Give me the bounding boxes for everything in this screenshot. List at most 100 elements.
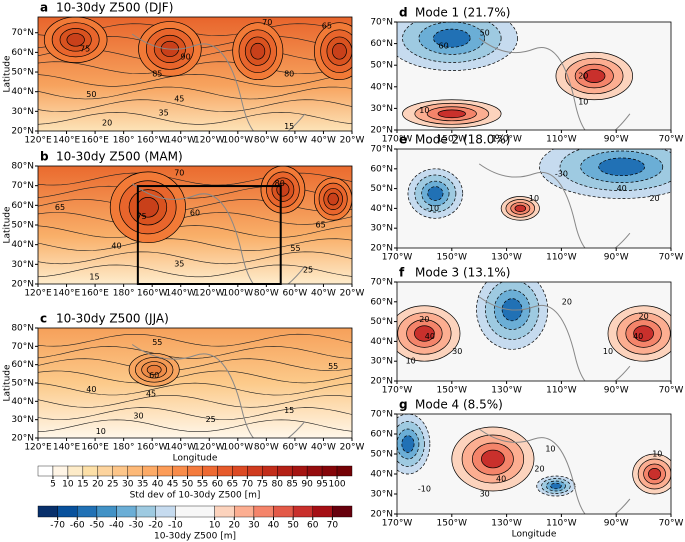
x-tick-label: 120°E xyxy=(24,443,52,453)
contour-label: 50 xyxy=(86,90,96,99)
colorbar-box xyxy=(336,465,353,477)
colorbar-label: Std dev of 10-30dy Z500 [m] xyxy=(130,491,261,501)
x-tick-label: 160°E xyxy=(81,136,109,146)
x-tick-label: 120°E xyxy=(24,289,52,299)
x-tick-label: 130°W xyxy=(491,386,522,396)
panel-letter: c xyxy=(40,312,47,326)
colorbar-box xyxy=(135,505,156,518)
panel-title: 10-30dy Z500 (JJA) xyxy=(56,312,169,326)
contour-label: 40 xyxy=(617,184,627,193)
colorbar-tick-label: 5 xyxy=(50,480,56,490)
y-tick-label: 30°N xyxy=(370,224,393,234)
coastline xyxy=(478,296,631,381)
colorbar-box xyxy=(253,505,274,518)
y-tick-label: 40°N xyxy=(370,204,393,214)
colorbar-box xyxy=(67,465,84,477)
panel-frame xyxy=(396,21,672,131)
colorbar-tick-label: 100 xyxy=(328,480,345,490)
x-tick-label: 80°W xyxy=(254,443,279,453)
contour-line xyxy=(38,358,352,372)
x-tick-label: 150°W xyxy=(437,135,468,145)
x-tick-label: 180° xyxy=(113,136,135,146)
contour-label: 50 xyxy=(480,28,490,37)
colorbar-box xyxy=(321,465,338,477)
x-tick-label: 70°W xyxy=(659,386,684,396)
y-tick-label: 60°N xyxy=(370,39,393,49)
contour-label: 10 xyxy=(96,427,106,436)
y-tick-label: 40°N xyxy=(11,240,34,250)
x-tick-label: 90°W xyxy=(604,386,629,396)
x-tick-label: 90°W xyxy=(604,135,629,145)
x-tick-label: 150°W xyxy=(437,386,468,396)
panel-title: Mode 2 (18.0%) xyxy=(415,133,510,147)
x-tick-label: 70°W xyxy=(659,135,684,145)
colorbar-tick-label: 35 xyxy=(137,480,148,490)
contour-label: 40 xyxy=(633,332,643,341)
contour-label: 30 xyxy=(452,347,462,356)
colorbar-tick-label: 20 xyxy=(92,480,104,490)
colorbar-box xyxy=(77,505,98,518)
contour-line xyxy=(38,199,352,212)
contour-line xyxy=(38,407,352,420)
contour-label: 75 xyxy=(80,44,90,53)
map-panel xyxy=(397,414,671,514)
x-tick-label: 70°W xyxy=(659,519,684,529)
contour-label: 65 xyxy=(322,22,332,31)
x-tick-label: 110°W xyxy=(546,386,577,396)
contour-label: 20 xyxy=(102,119,112,128)
y-tick-label: 50°N xyxy=(11,221,34,231)
x-tick-label: 120°W xyxy=(194,136,225,146)
colorbar-box xyxy=(232,465,248,477)
anomaly-contour xyxy=(146,364,162,375)
panel-letter: f xyxy=(399,266,405,280)
panel-frame xyxy=(396,413,672,515)
anomaly-contour xyxy=(414,325,435,342)
colorbar-box xyxy=(82,465,99,477)
y-tick-label: 50°N xyxy=(11,379,34,389)
x-axis-label: Longitude xyxy=(173,454,218,464)
x-tick-label: 170°W xyxy=(382,519,413,529)
contour-label: 45 xyxy=(174,95,184,104)
x-tick-label: 150°W xyxy=(437,519,468,529)
x-tick-label: 100°W xyxy=(223,443,254,453)
colorbar-tick-label: 70 xyxy=(242,480,254,490)
x-tick-label: 160°W xyxy=(137,443,168,453)
colorbar-box xyxy=(142,465,158,477)
y-tick-label: 50°N xyxy=(370,450,393,460)
map-panel xyxy=(397,149,671,248)
contour-label: 55 xyxy=(328,362,338,371)
contour-label: 10 xyxy=(406,357,416,366)
y-tick-label: 70°N xyxy=(370,278,393,288)
colorbar-box xyxy=(97,465,113,477)
x-tick-label: 180° xyxy=(113,443,135,453)
y-tick-label: 40°N xyxy=(370,337,393,347)
contour-label: 25 xyxy=(206,415,216,424)
x-tick-label: 140°W xyxy=(165,136,196,146)
x-tick-label: 20°W xyxy=(340,443,365,453)
x-tick-label: 40°W xyxy=(311,443,336,453)
y-tick-label: 70°N xyxy=(370,145,393,155)
anomaly-contour xyxy=(250,42,266,60)
y-tick-label: 60°N xyxy=(11,360,34,370)
anomaly-contour xyxy=(633,325,654,342)
x-tick-label: 80°W xyxy=(254,136,279,146)
colorbar-box xyxy=(157,465,173,477)
colorbar-tick-label: 80 xyxy=(272,480,284,490)
contour-label: 80 xyxy=(284,70,294,79)
colorbar-tick-label: 55 xyxy=(197,480,208,490)
x-tick-label: 120°W xyxy=(194,443,225,453)
panel-letter: e xyxy=(399,133,407,147)
colorbar-box xyxy=(277,465,293,477)
contour-label: 65 xyxy=(55,203,65,212)
colorbar-label: 10-30dy Z500 [m] xyxy=(154,532,236,542)
contour-label: -10 xyxy=(418,485,431,494)
x-tick-label: 110°W xyxy=(546,135,577,145)
map-panel xyxy=(397,282,671,381)
colorbar-tick-label: 60 xyxy=(212,480,224,490)
y-tick-label: 20°N xyxy=(370,244,393,254)
contour-label: 30 xyxy=(133,412,143,421)
y-tick-label: 40°N xyxy=(11,397,34,407)
x-tick-label: 140°W xyxy=(165,289,196,299)
y-tick-label: 70°N xyxy=(11,28,34,38)
